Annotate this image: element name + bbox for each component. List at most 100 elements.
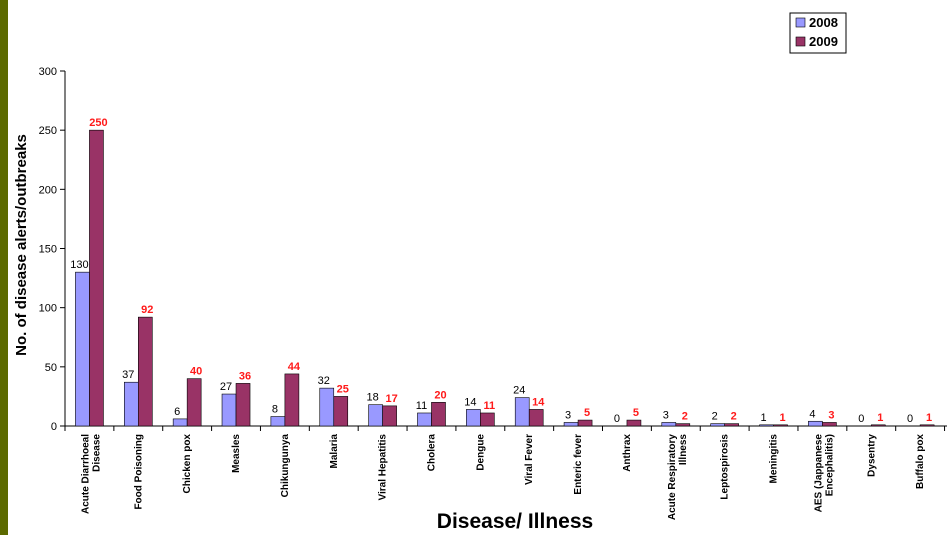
data-label-2009: 5 (584, 407, 590, 419)
bar-2009 (675, 423, 691, 427)
category-label: Acute DiarrhoealDisease (80, 434, 102, 514)
bar-2009 (431, 402, 446, 427)
chart-category-labels: Acute DiarrhoealDisease Food Poisoning Chi… (80, 434, 926, 521)
legend-swatch-2008 (795, 17, 806, 28)
data-label-2009: 2 (682, 411, 688, 423)
bar-2008 (270, 416, 286, 427)
data-label-2008: 14 (464, 396, 476, 408)
y-tick-label: 300 (39, 66, 57, 78)
data-label-2008: 6 (174, 406, 180, 418)
bar-2009 (284, 373, 300, 427)
category-label: Measles (231, 434, 242, 473)
bar-2008 (221, 393, 237, 427)
bar-2008 (808, 420, 823, 427)
data-label-2008: 0 (858, 413, 864, 425)
data-label-2008: 2 (712, 411, 718, 423)
data-label-2009: 1 (877, 412, 883, 424)
bar-2009 (528, 409, 544, 427)
bar-2008 (319, 387, 335, 427)
data-label-2009: 17 (385, 393, 397, 405)
x-axis-label: Disease/ Illness (437, 510, 593, 533)
bar-2008 (466, 409, 481, 427)
data-label-2009: 44 (288, 361, 301, 373)
category-label: Viral Fever (524, 434, 535, 485)
category-label: Dengue (475, 434, 486, 471)
bar-2009 (919, 424, 935, 427)
data-label-2008: 24 (513, 385, 525, 397)
bar-2009 (333, 396, 349, 427)
data-label-2008: 3 (565, 409, 571, 421)
bar-2008 (172, 418, 188, 427)
data-label-2008: 0 (614, 413, 620, 425)
legend: 2008 2009 (789, 12, 847, 54)
y-tick-label: 250 (39, 125, 57, 137)
bar-2008 (710, 423, 725, 427)
bar-2008 (514, 397, 530, 427)
bar-2008 (759, 424, 774, 427)
data-label-2008: 130 (70, 259, 88, 271)
legend-label-2009: 2009 (809, 34, 838, 49)
bar-2009 (186, 378, 202, 427)
bar-2009 (480, 412, 495, 427)
data-label-2008: 27 (220, 381, 232, 393)
data-label-2008: 3 (663, 409, 669, 421)
data-label-2009: 3 (828, 409, 834, 421)
y-tick-label: 150 (39, 244, 57, 256)
data-label-2009: 25 (337, 383, 349, 395)
category-label: Enteric fever (573, 434, 584, 495)
bar-2009 (137, 316, 153, 427)
y-axis-label: No. of disease alerts/outbreaks (13, 134, 30, 356)
category-label: Cholera (426, 434, 437, 472)
data-label-2009: 1 (926, 412, 932, 424)
data-label-2008: 37 (122, 369, 134, 381)
bar-2009 (382, 405, 397, 427)
category-label: Leptospirosis (720, 434, 731, 500)
data-label-2008: 32 (318, 375, 330, 387)
category-label: Chicken pox (182, 434, 193, 494)
data-label-2008: 1 (760, 412, 766, 424)
bar-2009 (822, 422, 837, 427)
bar-2009 (870, 424, 886, 427)
category-label: Dysentry (866, 434, 877, 477)
bar-2008 (123, 381, 139, 427)
category-label: Anthrax (622, 434, 633, 472)
data-label-2009: 40 (190, 366, 202, 378)
bar-2009 (724, 423, 739, 427)
bar-2008 (661, 422, 677, 427)
category-label: Food Poisoning (133, 434, 144, 510)
legend-label-2008: 2008 (809, 15, 838, 30)
y-tick-label: 50 (45, 362, 57, 374)
data-label-2008: 0 (907, 413, 913, 425)
category-label: Malaria (329, 434, 340, 469)
data-label-2008: 8 (272, 404, 278, 416)
bar-2008 (75, 271, 90, 427)
bar-2008 (368, 404, 383, 427)
y-tick-label: 0 (51, 421, 57, 433)
bar-2009 (577, 419, 593, 427)
data-label-2009: 250 (89, 117, 107, 129)
bar-2009 (89, 129, 104, 427)
data-label-2009: 20 (434, 389, 446, 401)
data-label-2009: 36 (239, 370, 251, 382)
category-label: Viral Hepatitis (378, 434, 389, 501)
y-tick-label: 200 (39, 184, 57, 196)
category-label: Meningitis (769, 434, 780, 484)
category-label: AES (JappaneseEncephalitis) (813, 434, 835, 513)
data-label-2009: 92 (141, 304, 153, 316)
bar-2009 (773, 424, 788, 427)
bar-2008 (417, 412, 432, 427)
chart-bars (75, 129, 935, 427)
category-label: Buffalo pox (915, 434, 926, 489)
data-label-2009: 1 (779, 412, 785, 424)
bar-2009 (626, 419, 642, 427)
data-label-2008: 18 (366, 392, 378, 404)
y-tick-label: 100 (39, 303, 57, 315)
category-label: Acute RespiratoryIllness (667, 434, 689, 521)
data-label-2009: 2 (731, 411, 737, 423)
legend-swatch-2009 (795, 36, 806, 47)
data-label-2008: 11 (416, 400, 427, 412)
data-label-2009: 11 (484, 400, 496, 412)
